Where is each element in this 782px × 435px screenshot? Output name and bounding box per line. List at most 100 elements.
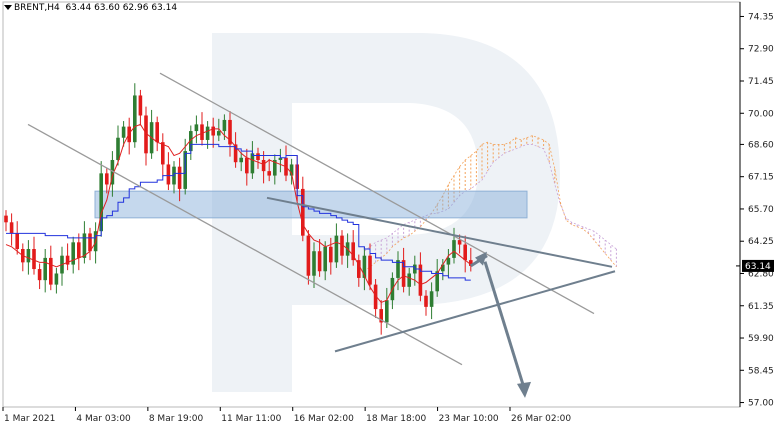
y-tick-label: 67.15 (748, 173, 774, 183)
x-tick-label: 23 Mar 10:00 (439, 414, 499, 424)
candle-body (65, 255, 70, 265)
tenkan-sen-line (5, 123, 472, 304)
candle-body (54, 273, 59, 285)
candle-body (133, 95, 137, 143)
forecast-down-segment (483, 261, 526, 389)
x-tick-label: 4 Mar 03:00 (76, 414, 131, 424)
candle-body (362, 255, 367, 278)
candle-body (155, 122, 159, 143)
candle-body (211, 126, 215, 136)
candle-body (334, 235, 339, 263)
candle-body (289, 164, 294, 176)
resistance-zone (94, 190, 528, 219)
candle-body (205, 126, 210, 140)
candle-body (43, 257, 47, 281)
y-tick-label: 70.00 (748, 109, 774, 119)
x-tick-label: 18 Mar 18:00 (366, 414, 426, 424)
ohlc-readout: 63.44 63.60 62.96 63.14 (65, 3, 178, 13)
triangle-lower-line (334, 270, 616, 353)
candle-body (127, 126, 131, 143)
chart-symbol: BRENT,H4 (14, 3, 60, 13)
candle-body (116, 137, 120, 160)
candle-body (26, 249, 31, 263)
candle-body (278, 157, 283, 160)
y-tick-label: 61.35 (748, 302, 774, 312)
candle-body (200, 124, 204, 140)
candle-body (379, 309, 383, 323)
x-tick-label: 16 Mar 02:00 (294, 414, 354, 424)
candle-body (329, 246, 333, 263)
channel-lower-line (27, 123, 463, 366)
y-tick-label: 72.90 (748, 45, 774, 55)
forecast-down-arrowhead (517, 381, 531, 398)
candle-body (228, 119, 232, 145)
y-tick-label: 57.00 (748, 399, 774, 409)
candle-body (82, 233, 87, 258)
candle-body (189, 131, 193, 152)
candle-body (32, 249, 36, 270)
y-tick-label: 62.80 (748, 269, 774, 279)
last-price-tag (742, 259, 774, 272)
y-tick-label: 71.45 (748, 77, 774, 87)
candle-body (261, 159, 266, 172)
chart-header: BRENT,H4 63.44 63.60 62.96 63.14 (4, 3, 177, 13)
candle-body (340, 235, 344, 256)
y-tick-label: 74.35 (748, 12, 774, 22)
candle-body (357, 260, 361, 278)
candle-body (273, 159, 277, 176)
candle-body (15, 233, 19, 250)
candle-body (385, 300, 389, 323)
candle-body (4, 215, 8, 223)
candle-body (71, 242, 75, 265)
triangle-upper-line (266, 196, 613, 268)
candle-body (99, 173, 103, 232)
candle-body (256, 153, 260, 160)
candle-body (407, 273, 411, 287)
candle-body (77, 242, 81, 258)
candle-body (418, 264, 423, 296)
x-tick-label: 8 Mar 19:00 (149, 414, 204, 424)
candle-body (441, 264, 445, 272)
candle-body (138, 95, 143, 116)
candle-body (110, 159, 115, 185)
candle-body (457, 240, 462, 245)
y-tick-label: 64.25 (748, 237, 774, 247)
candle-body (222, 119, 227, 132)
candle-body (88, 233, 92, 252)
watermark-logo (212, 33, 560, 392)
candle-body (323, 246, 327, 272)
candle-body (301, 188, 305, 236)
candle-body (9, 222, 14, 234)
candle-body (161, 142, 165, 165)
candle-body (233, 144, 238, 163)
x-tick-label: 11 Mar 11:00 (221, 414, 281, 424)
candle-body (401, 260, 406, 287)
cloud-span-b (364, 144, 617, 252)
x-tick-label: 1 Mar 2021 (4, 414, 55, 424)
candle-body (463, 244, 467, 261)
candle-body (177, 166, 182, 189)
y-tick-label: 59.90 (748, 334, 774, 344)
candle-body (239, 157, 243, 163)
dropdown-triangle-icon[interactable] (4, 5, 12, 10)
candle-body (317, 251, 322, 272)
candle-body (144, 115, 148, 154)
candle-body (435, 271, 439, 292)
candle-body (396, 260, 400, 278)
candle-body (373, 284, 378, 310)
candle-body (452, 240, 456, 258)
candle-body (446, 257, 451, 265)
candle-body (267, 171, 271, 176)
x-tick-label: 26 Mar 02:00 (511, 414, 571, 424)
y-tick-label: 65.70 (748, 205, 774, 215)
cloud-span-a (364, 135, 617, 272)
y-tick-label: 68.60 (748, 140, 774, 150)
candle-body (217, 131, 221, 136)
candle-body (429, 291, 434, 307)
candle-body (424, 295, 428, 307)
kijun-sen-line (6, 143, 471, 281)
candle-body (49, 257, 53, 285)
candle-body (245, 157, 249, 174)
